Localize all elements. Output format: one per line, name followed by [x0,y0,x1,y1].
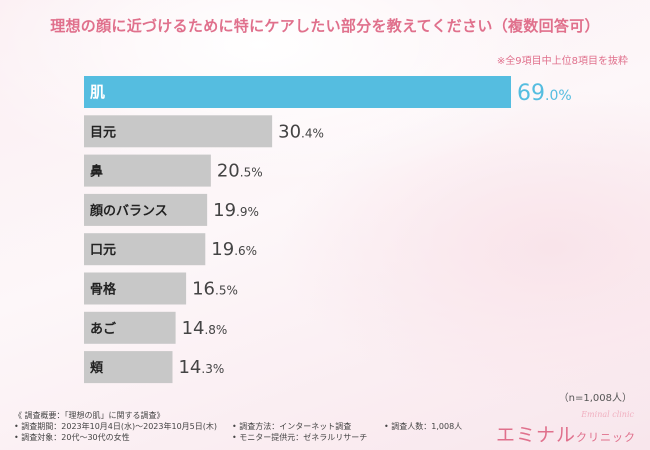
footer-heading: 《 調査概要：「理想の肌」に関する調査》 [14,411,165,420]
value-label: 19.9% [213,200,259,221]
value-label: 14.3% [178,357,224,378]
value-label: 16.5% [192,279,238,300]
bar-group: 骨格 16.5% [84,272,238,305]
sample-size: （n=1,008人） [558,393,632,404]
logo-script: Eminal clinic [581,410,634,419]
bar-group: 口元 19.6% [84,233,257,266]
bar-group: 鼻 20.5% [84,154,263,187]
bar-group: 目元 30.4% [84,115,324,148]
category-label: 顔のバランス [89,203,168,219]
survey-footer: 《 調査概要：「理想の肌」に関する調査》 • 調査期間：2023年10月4日(水… [14,410,644,450]
chart-title: 理想の顔に近づけるために特にケアしたい部分を教えてください（複数回答可） [50,17,600,35]
value-label: 20.5% [217,161,263,182]
footer-method: • 調査方法：インターネット調査 [232,422,352,431]
chart-note: ※全9項目中上位8項目を抜粋 [496,56,628,67]
category-label: 肌 [90,83,105,101]
clinic-logo: Eminal clinic エミナルクリニック [496,410,636,446]
bar [84,351,173,384]
category-label: あご [90,321,117,337]
footer-provider: • モニター提供元：ゼネラルリサーチ [232,433,368,442]
value-label: 30.4% [278,121,324,142]
logo-text: エミナルクリニック [496,420,636,447]
bar [84,193,208,226]
bar-group: 顔のバランス 19.9% [84,193,259,226]
bar [84,272,187,305]
logo-main: エミナル [495,424,576,446]
footer-target: • 調査対象：20代～30代の女性 [14,433,130,442]
value-label: 69.0% [517,81,572,106]
bar [84,76,511,108]
logo-sub: クリニック [576,431,636,444]
bar [84,115,273,148]
value-label: 19.6% [211,239,257,260]
bar [84,311,176,344]
category-label: 骨格 [90,282,117,298]
value-label: 14.8% [182,318,228,339]
bar [84,154,211,187]
bar-group: 頬 14.3% [84,351,224,384]
bar-group: 肌 69.0% [84,76,572,108]
category-label: 頬 [90,360,104,376]
bar [84,233,206,266]
category-label: 鼻 [90,164,103,180]
bar-chart: 肌 69.0% 目元 30.4% 鼻 20.5% 顔のバランス 19.9% 口元 19.6% 骨格 1… [84,76,572,384]
category-label: 目元 [90,125,116,140]
bar-group: あご 14.8% [84,311,228,344]
footer-period: • 調査期間：2023年10月4日(水)～2023年10月5日(木) [14,422,218,431]
category-label: 口元 [90,243,116,258]
footer-count: • 調査人数：1,008人 [384,422,463,431]
